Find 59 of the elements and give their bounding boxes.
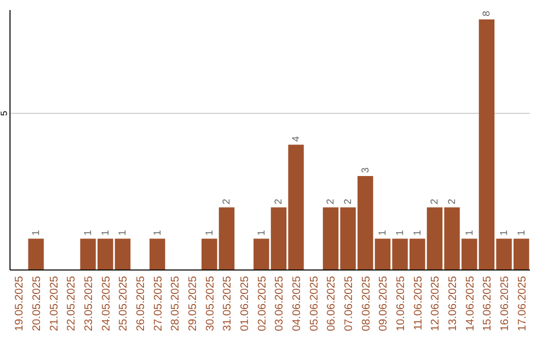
x-tick-label: 12.06.2025: [430, 276, 442, 332]
x-tick-label: 08.06.2025: [360, 276, 372, 332]
x-tick-label: 28.05.2025: [170, 276, 182, 332]
data-label: 2: [326, 198, 337, 204]
data-label: 1: [256, 230, 268, 236]
data-label: 4: [291, 136, 302, 142]
y-tick-label: 5: [0, 110, 9, 116]
x-tick-label: 26.05.2025: [135, 276, 147, 332]
x-tick-label: 06.06.2025: [326, 276, 338, 332]
data-label: 1: [516, 230, 528, 236]
x-tick-label: 22.05.2025: [66, 276, 78, 332]
data-label: 1: [152, 230, 164, 236]
bar: [150, 238, 166, 270]
x-tick-label: 23.05.2025: [83, 276, 95, 332]
x-tick-label: 25.05.2025: [118, 276, 130, 332]
data-label: 2: [222, 198, 233, 204]
data-label: 2: [343, 198, 354, 204]
data-label: 2: [430, 198, 441, 204]
data-label: 2: [274, 198, 285, 204]
x-tick-label: 16.06.2025: [499, 276, 511, 332]
data-label: 1: [204, 230, 216, 236]
x-tick-label: 20.05.2025: [31, 276, 43, 332]
bar: [218, 207, 234, 270]
x-tick-label: 30.05.2025: [204, 276, 216, 332]
x-tick-label: 04.06.2025: [291, 276, 303, 332]
x-tick-label: 09.06.2025: [378, 276, 390, 332]
bar: [254, 238, 270, 270]
x-tick-label: 31.05.2025: [222, 276, 234, 332]
data-label: 8: [482, 10, 493, 16]
x-tick-label: 27.05.2025: [152, 276, 164, 332]
bar: [114, 238, 130, 270]
x-tick-label: 05.06.2025: [308, 276, 320, 332]
data-label: 2: [447, 198, 458, 204]
data-label: 1: [378, 230, 389, 236]
x-tick-label: 29.05.2025: [187, 276, 199, 332]
data-label: 1: [464, 230, 476, 236]
x-tick-label: 11.06.2025: [412, 276, 424, 330]
bar: [202, 238, 218, 270]
x-tick-label: 02.06.2025: [256, 276, 268, 332]
x-tick-label: 14.06.2025: [464, 276, 476, 332]
x-tick-label: 17.06.2025: [516, 276, 528, 332]
bar: [28, 238, 44, 270]
data-label: 3: [360, 167, 372, 174]
x-tick-label: 10.06.2025: [395, 276, 407, 332]
data-label: 1: [395, 230, 406, 236]
x-tick-label: 07.06.2025: [343, 276, 355, 332]
x-tick-label: 15.06.2025: [482, 276, 494, 332]
x-tick-label: 03.06.2025: [274, 276, 286, 332]
x-tick-label: 21.05.2025: [48, 276, 60, 332]
data-label: 1: [499, 230, 510, 236]
x-tick-label: 19.05.2025: [14, 276, 26, 332]
x-tick-label: 13.06.2025: [447, 276, 459, 332]
x-tick-label: 01.06.2025: [239, 276, 251, 332]
data-label: 1: [100, 230, 112, 236]
data-label: 1: [31, 230, 42, 236]
data-label: 1: [412, 230, 424, 236]
x-tick-label: 24.05.2025: [100, 276, 112, 332]
data-label: 1: [83, 230, 94, 236]
data-label: 1: [118, 230, 129, 236]
